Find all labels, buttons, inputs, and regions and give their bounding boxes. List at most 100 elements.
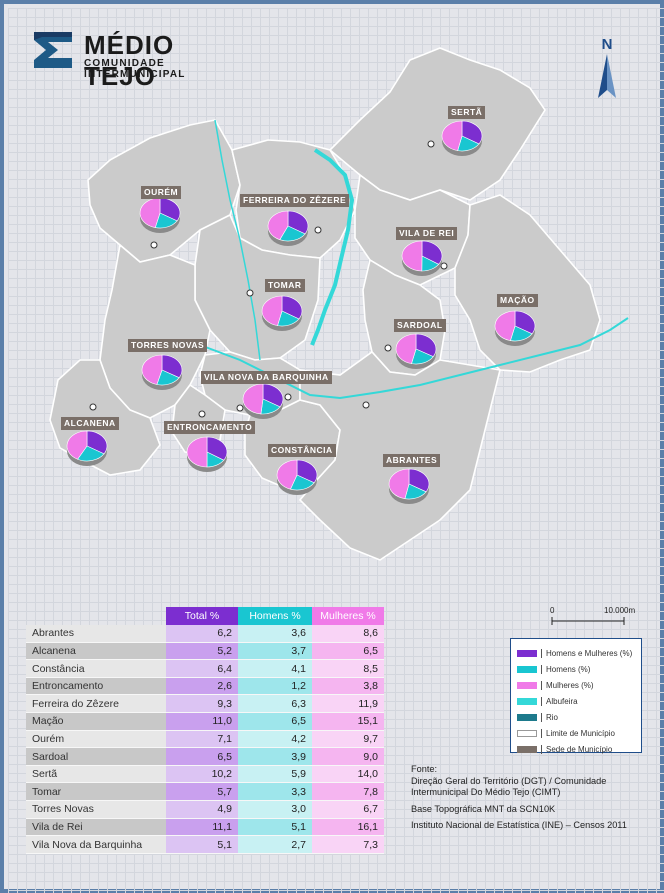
cell-mulheres: 9,0 — [312, 747, 384, 766]
seat-ourem — [150, 241, 158, 249]
cell-homens: 3,9 — [238, 747, 312, 766]
table-row: Sardoal 6,5 3,9 9,0 — [26, 747, 384, 766]
pie-slice-mulheres — [401, 240, 423, 272]
municipality-name: Vila Nova da Barquinha — [26, 835, 166, 854]
north-label: N — [601, 36, 613, 53]
cell-total: 4,9 — [166, 800, 238, 819]
region-macao — [454, 194, 601, 373]
pie-sardoal — [395, 333, 437, 369]
cell-homens: 6,5 — [238, 712, 312, 731]
legend: Homens e Mulheres (%) Homens (%) Mulhere… — [510, 638, 642, 754]
table-row: Vila Nova da Barquinha 5,1 2,7 7,3 — [26, 835, 384, 854]
cell-mulheres: 11,9 — [312, 694, 384, 714]
cell-mulheres: 7,3 — [312, 835, 384, 854]
municipality-name: Alcanena — [26, 642, 166, 661]
pie-ferreira — [267, 210, 309, 246]
source-dgt: Direção Geral do Território (DGT) / Comu… — [411, 775, 607, 798]
pie-slice-mulheres — [242, 383, 264, 415]
legend-swatch-mulheres — [517, 681, 537, 689]
pie-slice-mulheres — [267, 210, 289, 241]
cell-homens: 5,9 — [238, 765, 312, 784]
municipality-name: Ferreira do Zêzere — [26, 694, 166, 714]
pie-alcanena — [66, 430, 108, 466]
river-zezere — [310, 148, 355, 346]
cell-total: 7,1 — [166, 730, 238, 749]
legend-swatch-total — [517, 649, 537, 657]
cell-mulheres: 14,0 — [312, 765, 384, 784]
label-ourem: OURÉM — [141, 186, 182, 199]
cell-homens: 4,1 — [238, 659, 312, 678]
municipality-name: Ourém — [26, 730, 166, 749]
label-vila-de-rei: VILA DE REI — [396, 227, 458, 240]
municipality-name: Constância — [26, 659, 166, 678]
label-alcanena: ALCANENA — [61, 417, 119, 430]
scale-bar: 0 10.000m — [550, 606, 635, 626]
legend-rio: Rio — [517, 709, 635, 725]
pie-abrantes — [388, 468, 430, 504]
label-abrantes: ABRANTES — [383, 454, 441, 467]
cell-total: 10,2 — [166, 765, 238, 784]
label-sardoal: SARDOAL — [394, 319, 446, 332]
legend-sede: Sede de Município — [517, 741, 635, 757]
table-row: Abrantes 6,2 3,6 8,6 — [26, 624, 384, 643]
pie-entroncamento — [186, 436, 228, 472]
legend-mulheres: Mulheres (%) — [517, 677, 635, 693]
table-row: Tomar 5,7 3,3 7,8 — [26, 782, 384, 802]
source-mnt: Base Topográfica MNT da SCN10K — [411, 803, 556, 814]
municipality-name: Tomar — [26, 782, 166, 802]
cell-total: 6,4 — [166, 659, 238, 678]
table-row: Entroncamento 2,6 1,2 3,8 — [26, 677, 384, 696]
legend-swatch-rio — [517, 713, 537, 721]
municipality-name: Sardoal — [26, 747, 166, 766]
seat-constancia — [284, 393, 292, 401]
table-header-row: Total % Homens % Mulheres % — [26, 607, 384, 625]
pie-tomar — [261, 295, 303, 331]
header-mulheres: Mulheres % — [312, 607, 384, 625]
legend-swatch-homens — [517, 665, 537, 673]
north-arrow: N — [594, 36, 620, 100]
cell-mulheres: 3,8 — [312, 677, 384, 696]
cell-total: 6,5 — [166, 747, 238, 766]
sources-heading: Fonte: — [411, 764, 438, 774]
table-row: Sertã 10,2 5,9 14,0 — [26, 765, 384, 784]
cell-total: 6,2 — [166, 624, 238, 643]
cell-mulheres: 6,7 — [312, 800, 384, 819]
legend-limite: Limite de Município — [517, 725, 635, 741]
pie-slice-mulheres — [186, 436, 208, 468]
pie-macao — [494, 310, 536, 346]
sources: Fonte: Direção Geral do Território (DGT)… — [411, 764, 651, 837]
logo-subtitle: COMUNIDADE INTERMUNICIPAL — [84, 58, 186, 80]
label-torres-novas: TORRES NOVAS — [128, 339, 208, 352]
table-row: Ferreira do Zêzere 9,3 6,3 11,9 — [26, 694, 384, 714]
cell-total: 2,6 — [166, 677, 238, 696]
river-tejo — [159, 317, 629, 400]
data-table: Total % Homens % Mulheres % Abrantes 6,2 3… — [26, 607, 384, 854]
pie-serta — [441, 120, 483, 156]
label-constancia: CONSTÂNCIA — [268, 444, 336, 457]
table-row: Mação 11,0 6,5 15,1 — [26, 712, 384, 731]
seat-ferreira — [314, 226, 322, 234]
cell-mulheres: 16,1 — [312, 818, 384, 837]
cell-homens: 6,3 — [238, 694, 312, 714]
pie-vila-nova — [242, 383, 284, 419]
river-nabao — [214, 119, 261, 361]
table-row: Ourém 7,1 4,2 9,7 — [26, 730, 384, 749]
cell-homens: 3,3 — [238, 782, 312, 802]
label-entroncamento: ENTRONCAMENTO — [164, 421, 256, 434]
cell-mulheres: 6,5 — [312, 642, 384, 661]
cell-total: 5,2 — [166, 642, 238, 661]
table-header-blank — [26, 607, 166, 625]
header-homens: Homens % — [238, 607, 312, 625]
legend-swatch-albufeira — [517, 697, 537, 705]
source-ine: Instituto Nacional de Estatística (INE) … — [411, 820, 627, 830]
pie-torres-novas — [141, 354, 183, 390]
table-row: Torres Novas 4,9 3,0 6,7 — [26, 800, 384, 819]
pie-slice-homens — [77, 445, 105, 462]
logo-title: MÉDIO TEJO — [84, 30, 175, 91]
cell-total: 9,3 — [166, 694, 238, 714]
seat-vila-de-rei — [440, 262, 448, 270]
pie-ourem — [139, 197, 181, 233]
municipality-name: Abrantes — [26, 624, 166, 643]
legend-swatch-limite — [517, 729, 537, 737]
label-tomar: TOMAR — [265, 279, 305, 292]
